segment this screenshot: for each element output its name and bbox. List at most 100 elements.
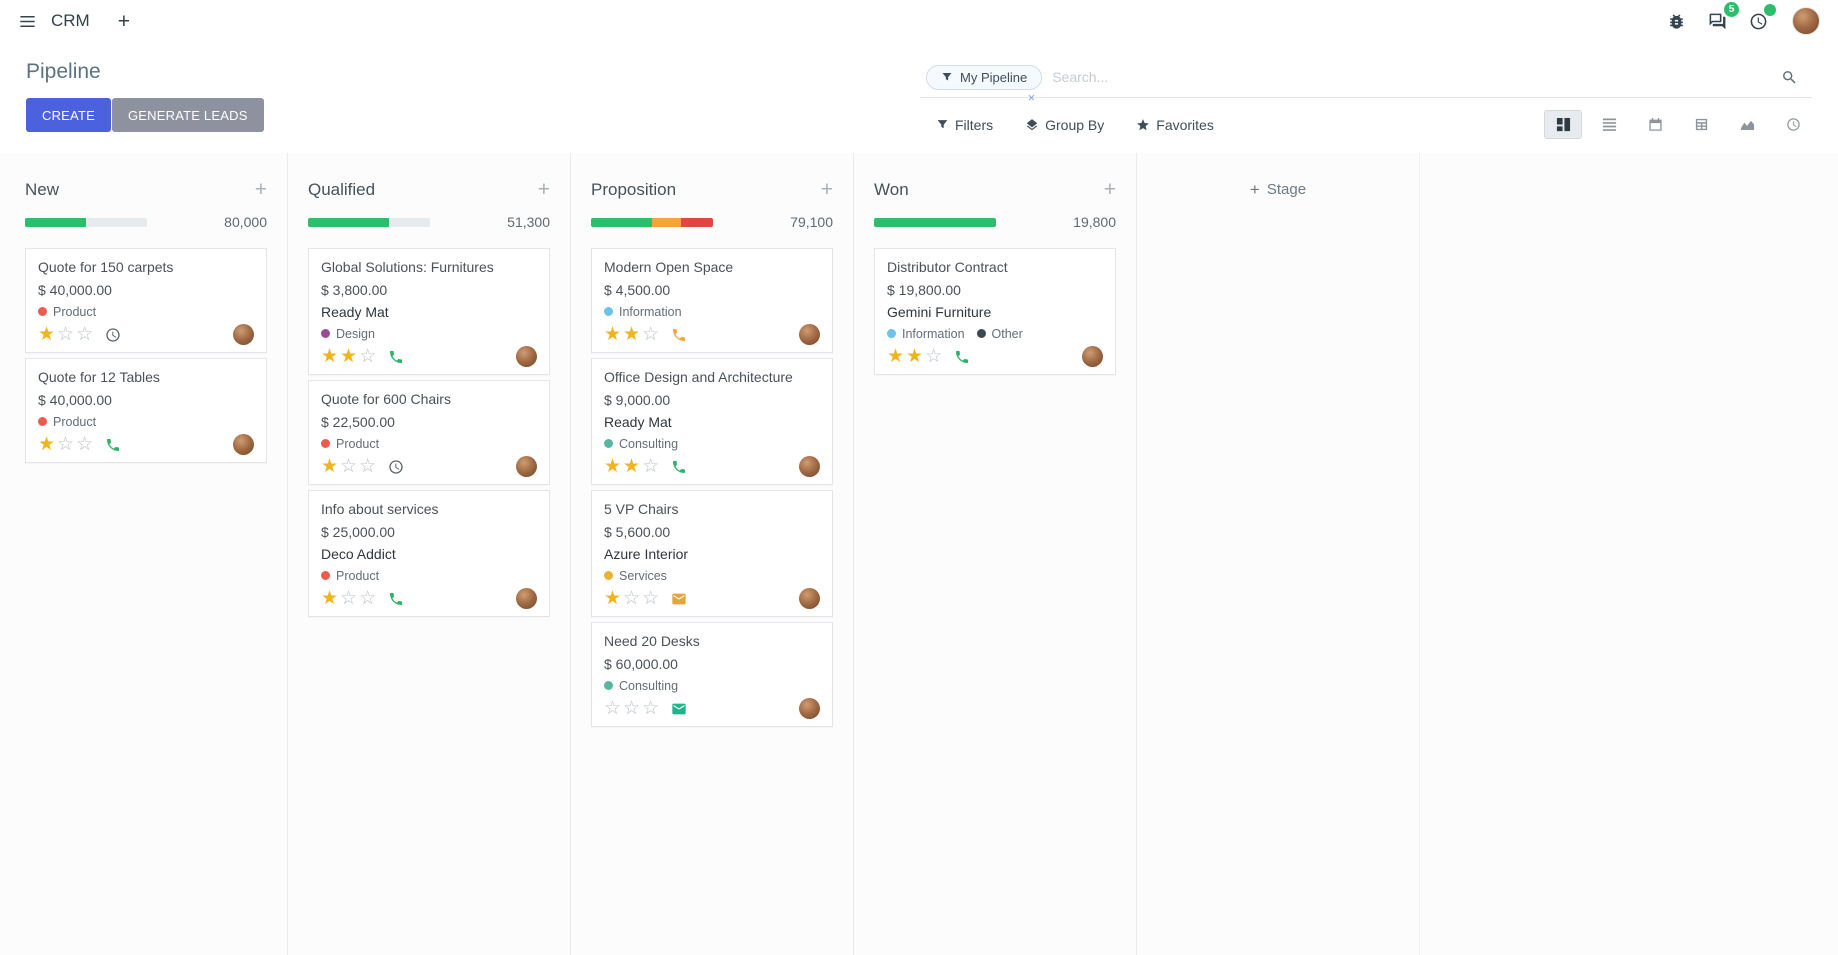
salesperson-avatar[interactable] [233,434,254,455]
facet-remove-icon[interactable]: × [1027,89,1036,105]
kanban-card[interactable]: Office Design and Architecture $ 9,000.00… [591,358,833,485]
stage-quick-create-icon[interactable]: + [1103,178,1116,201]
priority-stars[interactable]: ★☆☆ [321,589,378,608]
rating-star-icon[interactable]: ☆ [642,456,662,477]
rating-star-icon[interactable]: ☆ [642,324,662,345]
rating-star-icon[interactable]: ☆ [604,698,624,719]
salesperson-avatar[interactable] [799,698,820,719]
salesperson-avatar[interactable] [233,324,254,345]
priority-stars[interactable]: ☆☆☆ [604,699,661,718]
salesperson-avatar[interactable] [799,588,820,609]
rating-star-icon[interactable]: ★ [321,456,341,477]
search-facet[interactable]: My Pipeline × [926,64,1043,104]
activity-type-button[interactable] [388,459,404,475]
rating-star-icon[interactable]: ☆ [642,698,662,719]
activities-menu[interactable] [1745,3,1776,35]
activity-type-button[interactable] [671,327,687,343]
priority-stars[interactable]: ★☆☆ [38,325,95,344]
stage-progressbar[interactable] [874,217,996,227]
rating-star-icon[interactable]: ☆ [340,588,360,609]
rating-star-icon[interactable]: ★ [321,588,341,609]
rating-star-icon[interactable]: ★ [887,346,907,367]
rating-star-icon[interactable]: ★ [340,346,360,367]
kanban-card[interactable]: Global Solutions: Furnitures $ 3,800.00 Re… [308,248,550,375]
rating-star-icon[interactable]: ☆ [359,456,379,477]
view-list-button[interactable] [1590,110,1628,139]
salesperson-avatar[interactable] [799,324,820,345]
favorites-menu[interactable]: Favorites [1134,113,1216,137]
activity-type-button[interactable] [671,701,687,717]
rating-star-icon[interactable]: ☆ [623,588,643,609]
priority-stars[interactable]: ★☆☆ [604,589,661,608]
group-by-menu[interactable]: Group By [1023,113,1106,137]
messages-menu[interactable]: 5 [1704,1,1739,35]
salesperson-avatar[interactable] [516,588,537,609]
rating-star-icon[interactable]: ★ [623,456,643,477]
stage-progressbar[interactable] [308,217,430,227]
debug-bug-icon[interactable] [1663,8,1690,35]
rating-star-icon[interactable]: ★ [38,434,58,455]
salesperson-avatar[interactable] [516,456,537,477]
activity-type-button[interactable] [954,349,970,365]
salesperson-avatar[interactable] [516,346,537,367]
stage-quick-create-icon[interactable]: + [254,178,267,201]
rating-star-icon[interactable]: ★ [623,324,643,345]
search-icon[interactable] [1775,68,1804,87]
filters-menu[interactable]: Filters [934,113,995,137]
kanban-card[interactable]: Info about services $ 25,000.00 Deco Addic… [308,490,550,617]
kanban-card[interactable]: 5 VP Chairs $ 5,600.00 Azure Interior Servi… [591,490,833,617]
rating-star-icon[interactable]: ☆ [76,324,96,345]
kanban-card[interactable]: Quote for 12 Tables $ 40,000.00 Product ★☆☆ [25,358,267,463]
stage-progressbar[interactable] [25,217,147,227]
kanban-card[interactable]: Quote for 600 Chairs $ 22,500.00 Product ★☆… [308,380,550,485]
rating-star-icon[interactable]: ☆ [623,698,643,719]
rating-star-icon[interactable]: ☆ [76,434,96,455]
rating-star-icon[interactable]: ★ [604,456,624,477]
generate-leads-button[interactable]: GENERATE LEADS [111,98,264,132]
salesperson-avatar[interactable] [799,456,820,477]
priority-stars[interactable]: ★☆☆ [38,435,95,454]
priority-stars[interactable]: ★☆☆ [321,457,378,476]
user-avatar[interactable] [1792,7,1820,35]
priority-stars[interactable]: ★★☆ [604,325,661,344]
view-kanban-button[interactable] [1544,110,1582,139]
rating-star-icon[interactable]: ★ [604,324,624,345]
search-input[interactable] [1042,63,1775,91]
stage-quick-create-icon[interactable]: + [820,178,833,201]
rating-star-icon[interactable]: ☆ [340,456,360,477]
rating-star-icon[interactable]: ☆ [359,346,379,367]
kanban-card[interactable]: Modern Open Space $ 4,500.00 Information ★★… [591,248,833,353]
view-graph-button[interactable] [1728,110,1766,139]
salesperson-avatar[interactable] [1082,346,1103,367]
view-pivot-button[interactable] [1682,110,1720,139]
rating-star-icon[interactable]: ☆ [57,434,77,455]
priority-stars[interactable]: ★★☆ [887,347,944,366]
add-stage-button[interactable]: + Stage [1157,181,1399,198]
create-button[interactable]: CREATE [26,98,111,132]
stage-quick-create-icon[interactable]: + [537,178,550,201]
rating-star-icon[interactable]: ☆ [642,588,662,609]
priority-stars[interactable]: ★★☆ [604,457,661,476]
view-activity-button[interactable] [1774,110,1812,139]
stage-name[interactable]: Won [874,179,909,199]
rating-star-icon[interactable]: ★ [906,346,926,367]
stage-name[interactable]: New [25,179,60,199]
stage-name[interactable]: Qualified [308,179,376,199]
stage-progressbar[interactable] [591,217,713,227]
nav-add-icon[interactable]: + [112,10,136,33]
kanban-card[interactable]: Need 20 Desks $ 60,000.00 Consulting ☆☆☆ [591,622,833,727]
apps-menu-icon[interactable] [14,8,41,35]
kanban-card[interactable]: Distributor Contract $ 19,800.00 Gemini Fu… [874,248,1116,375]
rating-star-icon[interactable]: ☆ [57,324,77,345]
rating-star-icon[interactable]: ★ [321,346,341,367]
activity-type-button[interactable] [388,591,404,607]
view-calendar-button[interactable] [1636,110,1674,139]
activity-type-button[interactable] [105,437,121,453]
activity-type-button[interactable] [388,349,404,365]
rating-star-icon[interactable]: ☆ [925,346,945,367]
rating-star-icon[interactable]: ★ [604,588,624,609]
rating-star-icon[interactable]: ☆ [359,588,379,609]
activity-type-button[interactable] [671,591,687,607]
kanban-card[interactable]: Quote for 150 carpets $ 40,000.00 Product ★… [25,248,267,353]
rating-star-icon[interactable]: ★ [38,324,58,345]
